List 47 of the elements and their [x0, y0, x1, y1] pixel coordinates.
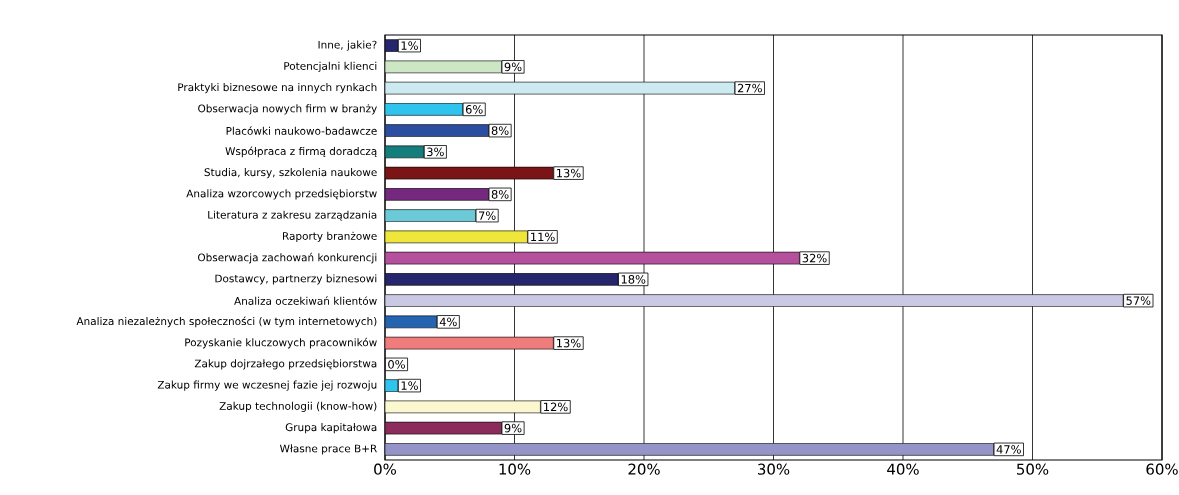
data-label: 18% [621, 275, 646, 284]
x-tick-label: 60% [1146, 463, 1178, 475]
data-label: 4% [439, 317, 457, 327]
y-tick-label: Obserwacja nowych firm w branży [198, 104, 377, 115]
x-tick-label: 40% [887, 463, 919, 475]
data-label: 27% [737, 83, 762, 93]
data-label: 13% [557, 168, 581, 178]
data-label: 12% [544, 402, 568, 412]
data-label: 11% [531, 232, 555, 242]
y-tick-label: Analiza niezależnych społeczności (w tym internetowych) [76, 316, 377, 328]
data-label: 57% [1126, 296, 1151, 305]
y-tick-label: Własne prace B+R [279, 444, 377, 455]
y-tick-label: Studia, kursy, szkolenia naukowe [204, 168, 377, 179]
y-tick-label: Raporty branżowe [283, 231, 377, 242]
data-label: 1% [401, 381, 418, 390]
y-tick-label: Inne, jakie? [318, 40, 377, 51]
data-label: 32% [802, 253, 827, 263]
data-label: 9% [504, 423, 522, 433]
x-tick-label: 50% [1017, 463, 1049, 475]
y-tick-label: Literatura z zakresu zarządzania [208, 210, 377, 221]
y-tick-label: Grupa kapitałowa [285, 423, 377, 434]
data-label: 0% [388, 360, 405, 369]
data-label: 13% [557, 338, 581, 348]
data-label: 7% [478, 211, 496, 220]
x-tick-label: 0% [374, 463, 397, 475]
data-label: 1% [401, 41, 418, 50]
y-tick-label: Współpraca z firmą doradczą [225, 146, 377, 158]
y-tick-label: Zakup dojrzałego przedsiębiorstwa [194, 359, 377, 370]
y-tick-label: Analiza wzorcowych przedsiębiorstw [186, 189, 377, 200]
y-tick-label: Dostawcy, partnerzy biznesowi [215, 274, 377, 285]
data-label: 3% [427, 147, 444, 157]
data-label: 8% [491, 126, 509, 135]
x-tick-label: 20% [628, 463, 660, 475]
x-tick-label: 10% [499, 463, 531, 475]
data-label: 47% [996, 445, 1021, 454]
data-label: 6% [465, 105, 483, 114]
y-tick-label: Zakup firmy we wczesnej fazie jej rozwoju [157, 380, 377, 391]
y-tick-label: Praktyki biznesowe na innych rynkach [178, 83, 377, 94]
data-label: 9% [504, 62, 522, 72]
y-tick-label: Analiza oczekiwań klientów [234, 296, 377, 305]
y-tick-label: Zakup technologii (know-how) [219, 401, 377, 412]
y-tick-label: Obserwacja zachowań konkurencji [198, 252, 377, 264]
x-tick-label: 30% [758, 463, 790, 475]
data-label: 8% [491, 190, 509, 199]
y-tick-label: Potencjalni klienci [284, 61, 377, 72]
y-tick-label: Pozyskanie kluczowych pracowników [185, 337, 377, 349]
y-tick-label: Placówki naukowo-badawcze [226, 126, 377, 135]
